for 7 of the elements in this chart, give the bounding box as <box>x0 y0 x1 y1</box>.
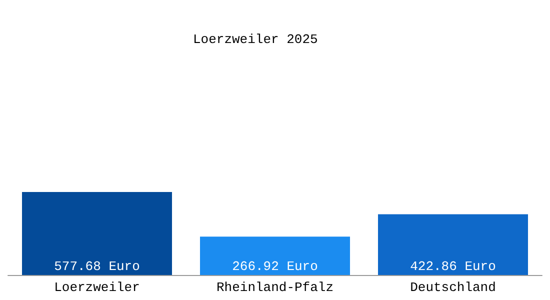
x-tick-label: Rheinland-Pfalz <box>216 280 334 295</box>
data-label: 422.86 Euro <box>410 259 496 274</box>
chart-title: Loerzweiler 2025 <box>193 32 318 47</box>
data-label: 577.68 Euro <box>54 259 140 274</box>
x-tick-label: Loerzweiler <box>54 280 140 295</box>
data-label: 266.92 Euro <box>232 259 318 274</box>
x-tick-label: Deutschland <box>410 280 496 295</box>
